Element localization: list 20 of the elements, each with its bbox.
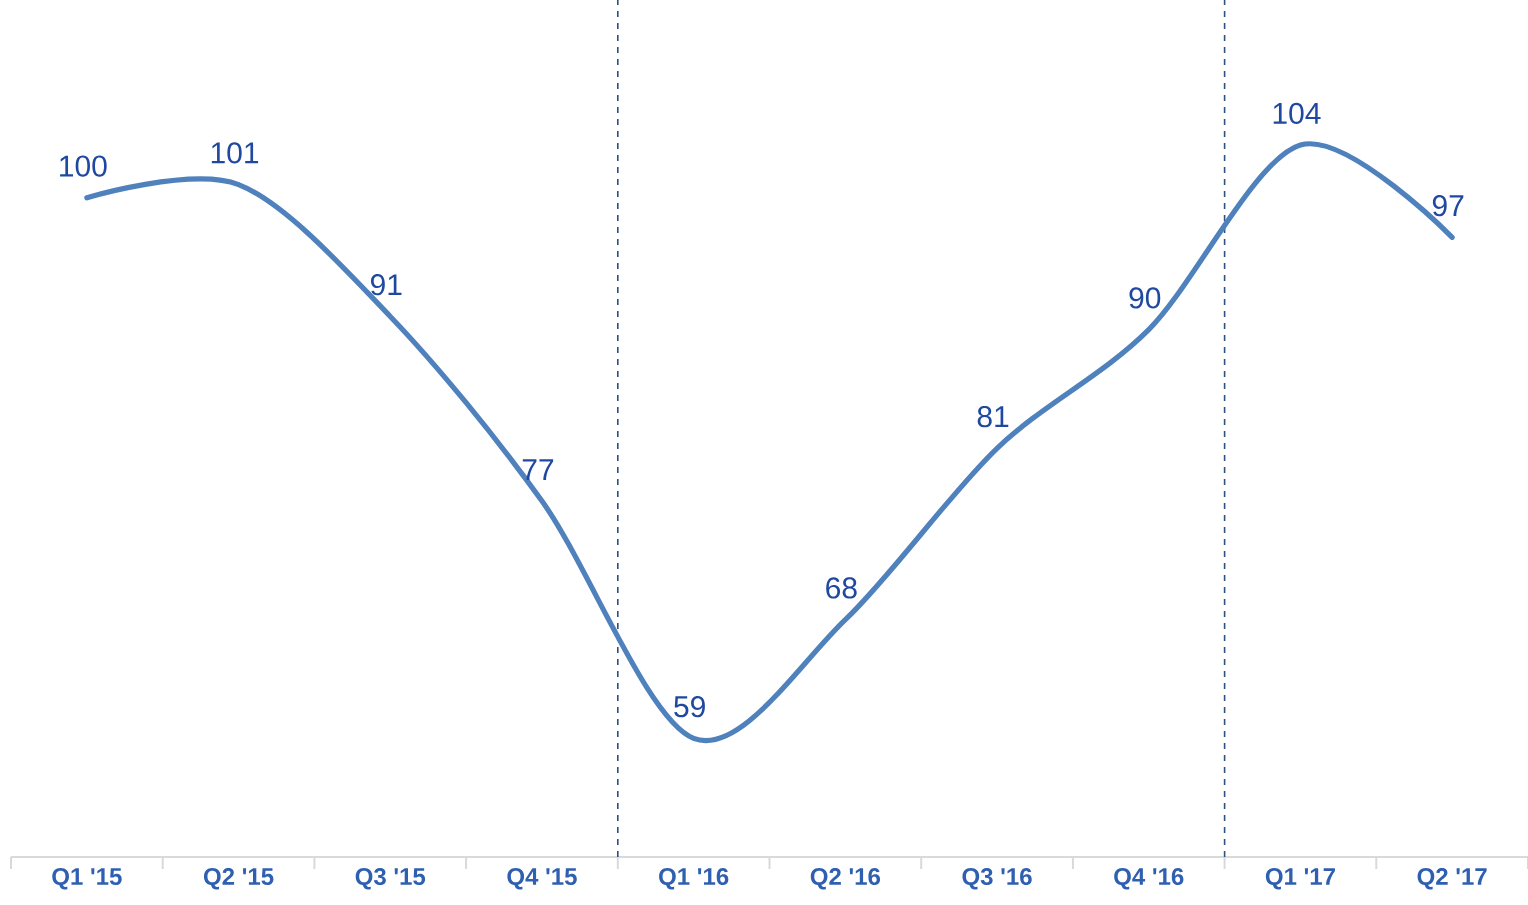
- data-label: 91: [370, 274, 402, 296]
- x-tick-label: Q1 '16: [659, 868, 729, 890]
- data-label: 77: [522, 459, 554, 480]
- data-label: 59: [674, 696, 705, 718]
- data-label: 100: [60, 155, 107, 177]
- x-tick-label: Q1 '17: [1265, 868, 1335, 890]
- x-tick-label: Q1 '15: [52, 868, 122, 890]
- data-label: 101: [211, 142, 259, 164]
- x-tick-label: Q2 '17: [1417, 868, 1487, 890]
- data-label: 81: [977, 405, 1009, 428]
- x-tick-label: Q4 '16: [1114, 868, 1184, 890]
- data-label: 97: [1432, 195, 1464, 217]
- data-label: 90: [1129, 287, 1161, 309]
- data-label: 68: [826, 577, 857, 599]
- x-tick-label: Q4 '15: [507, 868, 577, 890]
- x-tick-label: Q3 '16: [962, 868, 1032, 890]
- data-label: 104: [1273, 102, 1321, 124]
- x-tick-label: Q2 '15: [203, 868, 274, 890]
- x-tick-label: Q3 '15: [355, 868, 426, 890]
- x-tick-label: Q2 '16: [810, 868, 881, 890]
